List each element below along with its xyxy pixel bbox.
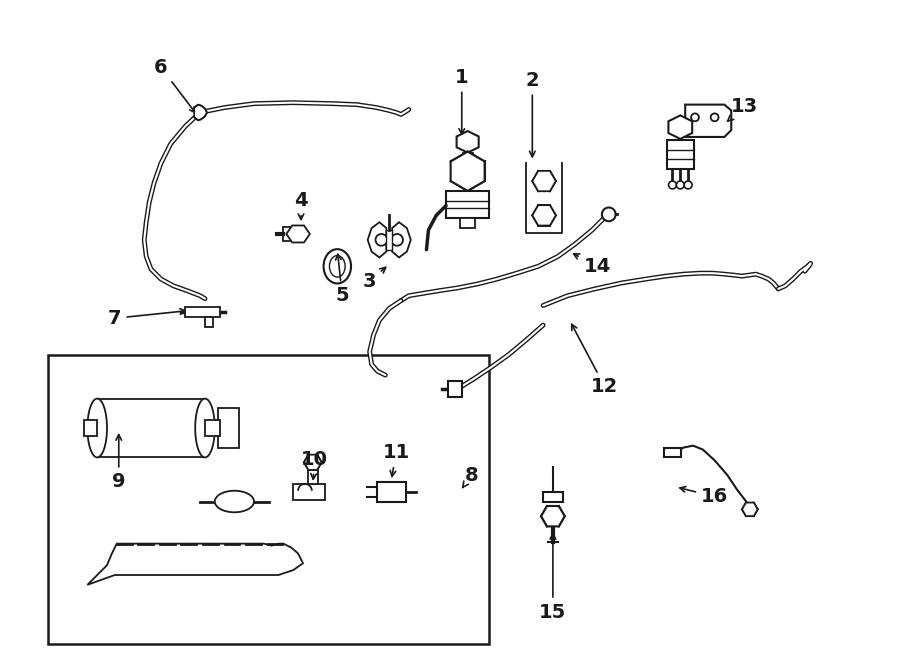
- Polygon shape: [685, 104, 732, 137]
- Polygon shape: [463, 153, 473, 161]
- Text: 13: 13: [727, 97, 758, 121]
- Ellipse shape: [195, 399, 215, 457]
- Bar: [49, 354, 490, 644]
- Polygon shape: [456, 131, 479, 153]
- Polygon shape: [286, 225, 310, 243]
- Polygon shape: [304, 455, 321, 470]
- Polygon shape: [532, 171, 556, 191]
- Circle shape: [538, 175, 550, 187]
- Polygon shape: [137, 543, 161, 563]
- Circle shape: [711, 114, 718, 121]
- Circle shape: [375, 234, 387, 246]
- Text: 1: 1: [454, 67, 469, 134]
- Polygon shape: [284, 227, 298, 241]
- Text: 9: 9: [112, 435, 125, 491]
- Text: 16: 16: [680, 486, 728, 506]
- Text: 4: 4: [294, 191, 308, 219]
- Circle shape: [392, 234, 403, 246]
- Text: 15: 15: [539, 533, 566, 622]
- Circle shape: [677, 181, 684, 189]
- Text: 3: 3: [363, 267, 386, 291]
- Circle shape: [691, 114, 699, 121]
- Polygon shape: [293, 484, 325, 500]
- Polygon shape: [386, 230, 392, 250]
- Polygon shape: [205, 420, 220, 436]
- Circle shape: [684, 181, 692, 189]
- Text: 6: 6: [154, 58, 195, 112]
- Text: 11: 11: [382, 443, 410, 477]
- Polygon shape: [85, 420, 97, 436]
- Ellipse shape: [324, 249, 351, 284]
- Polygon shape: [185, 307, 220, 317]
- Polygon shape: [541, 506, 564, 526]
- Text: 7: 7: [108, 309, 185, 328]
- Polygon shape: [87, 543, 303, 585]
- Polygon shape: [392, 222, 410, 258]
- Circle shape: [602, 208, 616, 221]
- Polygon shape: [669, 116, 692, 139]
- Text: 10: 10: [302, 450, 328, 479]
- Circle shape: [669, 181, 677, 189]
- Polygon shape: [451, 151, 484, 191]
- Text: 5: 5: [336, 254, 349, 305]
- Polygon shape: [218, 408, 239, 447]
- Polygon shape: [460, 218, 475, 228]
- Polygon shape: [667, 140, 694, 169]
- Polygon shape: [376, 482, 406, 502]
- Polygon shape: [663, 447, 681, 457]
- Ellipse shape: [215, 490, 254, 512]
- Polygon shape: [532, 205, 556, 225]
- Ellipse shape: [87, 399, 107, 457]
- Polygon shape: [543, 492, 562, 502]
- Polygon shape: [742, 502, 758, 516]
- Polygon shape: [185, 543, 210, 563]
- Polygon shape: [446, 191, 490, 218]
- Polygon shape: [308, 470, 318, 484]
- Text: 2: 2: [526, 71, 539, 157]
- Polygon shape: [448, 381, 462, 397]
- Polygon shape: [97, 399, 205, 457]
- Polygon shape: [194, 104, 207, 120]
- Polygon shape: [368, 222, 386, 258]
- Circle shape: [538, 210, 550, 221]
- Polygon shape: [205, 317, 212, 327]
- Text: 14: 14: [573, 254, 610, 276]
- Text: 8: 8: [463, 465, 479, 488]
- Ellipse shape: [329, 256, 345, 277]
- Text: 12: 12: [572, 325, 618, 397]
